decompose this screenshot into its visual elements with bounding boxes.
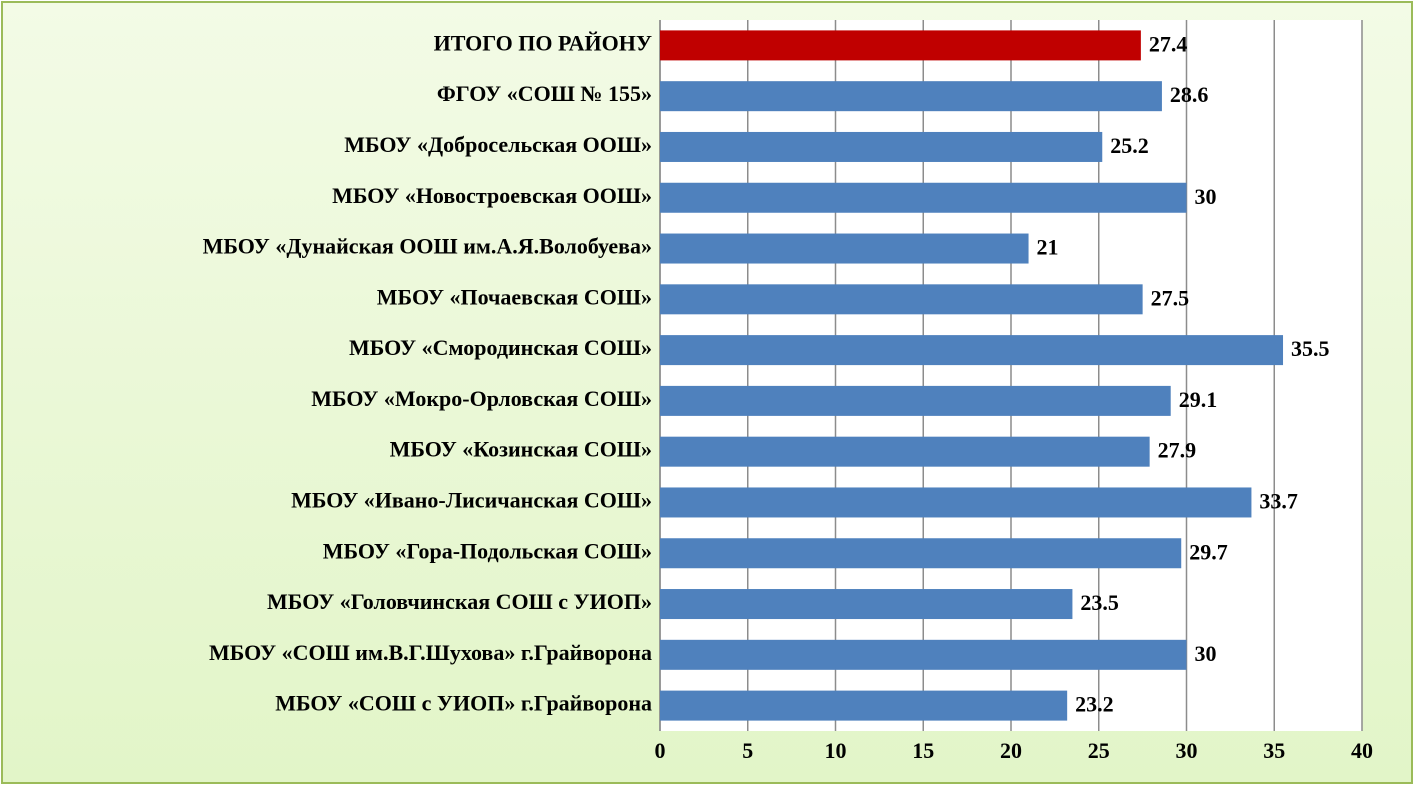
bar: [660, 639, 1187, 670]
value-label: 23.2: [1075, 692, 1114, 717]
value-label: 29.1: [1179, 387, 1218, 412]
x-tick-label: 10: [825, 738, 847, 763]
bar: [660, 487, 1252, 518]
value-label: 35.5: [1291, 336, 1330, 361]
value-label: 27.5: [1151, 285, 1190, 310]
x-tick-label: 5: [742, 738, 753, 763]
value-label: 25.2: [1110, 133, 1149, 158]
value-label: 29.7: [1189, 539, 1228, 564]
y-tick-label: МБОУ «Козинская СОШ»: [390, 437, 652, 462]
value-label: 33.7: [1259, 489, 1298, 514]
y-tick-label: МБОУ «Смородинская СОШ»: [349, 335, 652, 360]
value-label: 27.9: [1158, 438, 1197, 463]
y-tick-label: МБОУ «Новостроевская ООШ»: [332, 183, 652, 208]
bar: [660, 589, 1073, 620]
value-label: 30: [1195, 641, 1217, 666]
y-tick-label: МБОУ «Гора-Подольская СОШ»: [323, 538, 652, 563]
x-tick-label: 15: [912, 738, 934, 763]
value-label: 30: [1195, 184, 1217, 209]
y-tick-label: МБОУ «Почаевская СОШ»: [377, 284, 652, 309]
y-tick-label: МБОУ «СОШ с УИОП» г.Грайворона: [275, 691, 652, 716]
y-tick-label: ИТОГО ПО РАЙОНУ: [434, 30, 652, 55]
y-tick-label: МБОУ «Добросельская ООШ»: [344, 132, 652, 157]
x-tick-label: 40: [1351, 738, 1373, 763]
value-label: 21: [1037, 235, 1059, 260]
y-tick-label: МБОУ «Мокро-Орловская СОШ»: [311, 386, 652, 411]
bar: [660, 81, 1162, 112]
y-tick-label: ФГОУ «СОШ № 155»: [437, 81, 652, 106]
bar: [660, 335, 1284, 366]
bar: [660, 385, 1171, 416]
x-tick-label: 20: [1000, 738, 1022, 763]
x-tick-label: 35: [1263, 738, 1285, 763]
bar: [660, 182, 1187, 213]
bar: [660, 30, 1141, 61]
y-tick-label: МБОУ «СОШ им.В.Г.Шухова» г.Грайворона: [209, 640, 652, 665]
bar: [660, 690, 1068, 721]
bar: [660, 131, 1103, 162]
bar: [660, 538, 1182, 569]
value-label: 23.5: [1080, 590, 1119, 615]
x-tick-label: 25: [1088, 738, 1110, 763]
y-tick-label: МБОУ «Головчинская СОШ с УИОП»: [267, 589, 652, 614]
bar: [660, 436, 1150, 467]
y-tick-label: МБОУ «Ивано-Лисичанская СОШ»: [291, 488, 652, 513]
value-label: 27.4: [1149, 31, 1188, 56]
bar: [660, 233, 1029, 264]
bar: [660, 284, 1143, 315]
y-tick-label: МБОУ «Дунайская ООШ им.А.Я.Волобуева»: [203, 234, 652, 259]
value-label: 28.6: [1170, 82, 1209, 107]
x-tick-label: 0: [655, 738, 666, 763]
x-tick-label: 30: [1176, 738, 1198, 763]
